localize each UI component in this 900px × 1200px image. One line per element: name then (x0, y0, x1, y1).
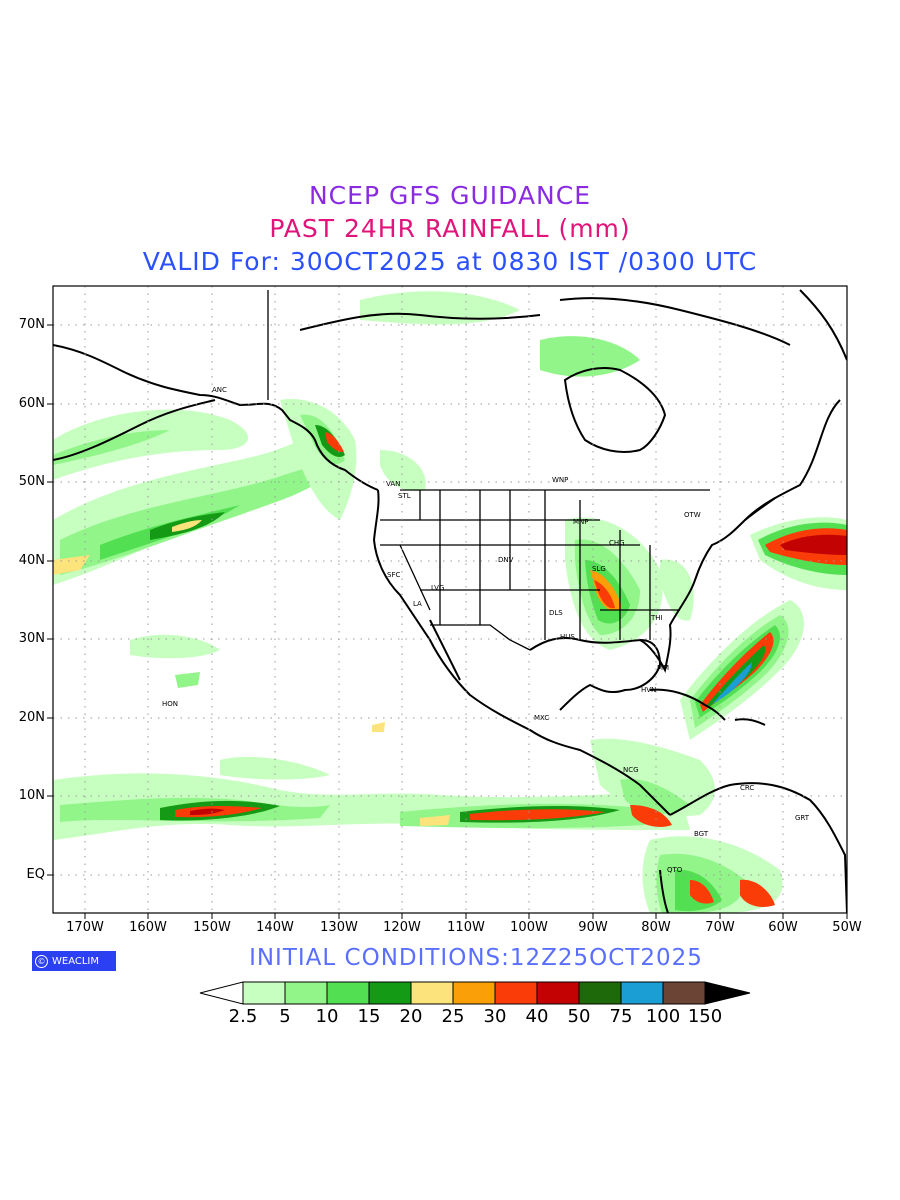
title-valid-time: VALID For: 30OCT2025 at 0830 IST /0300 U… (142, 247, 758, 276)
city-label: DNV (498, 556, 514, 564)
weaclim-logo: © WEACLIM (32, 951, 116, 971)
copyright-icon: © (35, 954, 48, 968)
x-tick-label: 150W (193, 920, 231, 935)
city-label: NCG (623, 766, 639, 774)
x-tick-label: 70W (705, 920, 735, 935)
x-tick-label: 80W (641, 920, 671, 935)
y-tick-label: 30N (18, 631, 45, 646)
title-variable: PAST 24HR RAINFALL (mm) (269, 214, 631, 243)
colorbar-label: 40 (525, 1006, 549, 1027)
city-label: LVG (431, 584, 445, 592)
y-tick-label: 60N (18, 396, 45, 411)
x-tick-label: 140W (256, 920, 294, 935)
city-label: MM (657, 664, 670, 672)
city-label: HVN (641, 686, 657, 694)
y-tick-label: 50N (18, 474, 45, 489)
city-label: HON (162, 700, 179, 708)
y-tick-label: 10N (18, 788, 45, 803)
city-label: THI (651, 614, 663, 622)
colorbar-label: 150 (687, 1006, 723, 1027)
city-label: ANC (212, 386, 227, 394)
city-label: SLG (592, 565, 606, 573)
y-tick-label: 40N (18, 553, 45, 568)
city-label: OTW (684, 511, 701, 519)
colorbar-label: 15 (357, 1006, 381, 1027)
y-tick-label: 70N (18, 317, 45, 332)
x-tick-label: 130W (320, 920, 358, 935)
colorbar-label: 5 (279, 1006, 291, 1027)
colorbar-label: 30 (483, 1006, 507, 1027)
x-tick-label: 120W (383, 920, 421, 935)
city-label: HUS (560, 633, 575, 641)
city-label: CRC (740, 784, 755, 792)
y-tick-label: 20N (18, 710, 45, 725)
city-label: WNP (552, 476, 569, 484)
city-label: SFC (387, 571, 401, 579)
colorbar-label: 100 (645, 1006, 681, 1027)
colorbar-label: 10 (315, 1006, 339, 1027)
x-tick-label: 110W (447, 920, 485, 935)
y-tick-label: EQ (26, 867, 45, 882)
city-label: CHG (609, 539, 625, 547)
city-label: STL (398, 492, 411, 500)
axis-ticks (47, 324, 848, 919)
city-label: DLS (549, 609, 563, 617)
rainfall-field (53, 291, 847, 913)
colorbar-label: 2.5 (228, 1006, 258, 1027)
title-model: NCEP GFS GUIDANCE (308, 181, 591, 210)
x-tick-label: 170W (66, 920, 104, 935)
city-label: MXC (534, 714, 550, 722)
colorbar-label: 25 (441, 1006, 465, 1027)
city-label: QTO (667, 866, 683, 874)
map-frame (52, 285, 848, 914)
political-borders (267, 290, 710, 651)
colorbar-label: 75 (609, 1006, 633, 1027)
city-label: LA (413, 600, 422, 608)
colorbar-label: 20 (399, 1006, 423, 1027)
initial-conditions: INITIAL CONDITIONS:12Z25OCT2025 (249, 945, 703, 971)
x-tick-label: 100W (510, 920, 548, 935)
x-tick-label: 160W (129, 920, 167, 935)
city-label: VAN (386, 480, 401, 488)
city-label: GRT (795, 814, 810, 822)
x-tick-label: 90W (578, 920, 608, 935)
x-tick-label: 50W (832, 920, 862, 935)
city-label: MNP (573, 518, 589, 526)
colorbar-label: 50 (567, 1006, 591, 1027)
x-tick-label: 60W (768, 920, 798, 935)
logo-text: WEACLIM (52, 955, 100, 967)
city-label: BGT (694, 830, 709, 838)
